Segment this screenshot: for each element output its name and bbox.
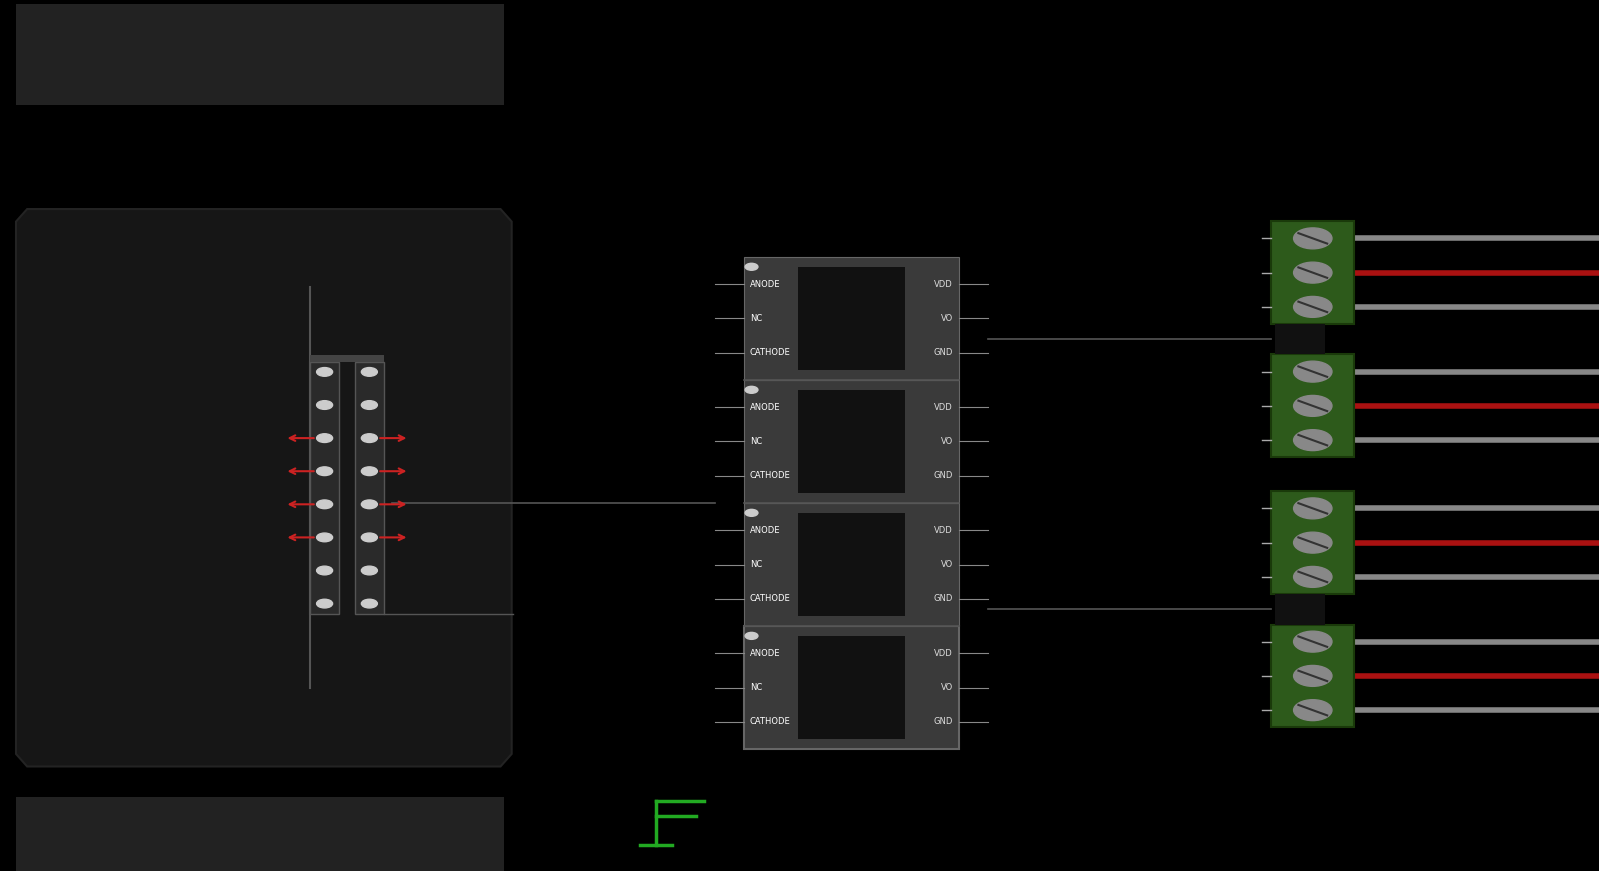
Text: CATHODE: CATHODE	[750, 471, 790, 481]
Text: VDD: VDD	[934, 649, 953, 658]
Circle shape	[317, 533, 333, 542]
Bar	[1271, 354, 1354, 457]
Circle shape	[1294, 699, 1332, 720]
Circle shape	[745, 632, 758, 639]
Bar	[798, 267, 905, 370]
Bar	[1276, 324, 1326, 354]
Text: ANODE: ANODE	[750, 649, 780, 658]
Text: ANODE: ANODE	[750, 402, 780, 411]
Bar	[355, 362, 384, 613]
Text: ANODE: ANODE	[750, 280, 780, 288]
Bar	[798, 390, 905, 493]
Bar	[798, 513, 905, 616]
Text: VDD: VDD	[934, 525, 953, 535]
Circle shape	[745, 510, 758, 517]
Circle shape	[1294, 498, 1332, 519]
Circle shape	[1294, 296, 1332, 317]
Bar	[310, 362, 339, 613]
Text: VDD: VDD	[934, 402, 953, 411]
Bar	[16, 797, 504, 871]
Text: GND: GND	[934, 718, 953, 726]
Text: ANODE: ANODE	[750, 525, 780, 535]
Bar	[310, 355, 384, 362]
Bar	[1271, 625, 1354, 727]
Circle shape	[317, 401, 333, 409]
Circle shape	[317, 599, 333, 608]
Circle shape	[745, 263, 758, 270]
Circle shape	[317, 368, 333, 376]
Text: NC: NC	[750, 560, 763, 569]
Text: CATHODE: CATHODE	[750, 718, 790, 726]
Circle shape	[361, 533, 377, 542]
Bar	[1271, 491, 1354, 594]
Circle shape	[361, 434, 377, 442]
Text: VO: VO	[940, 560, 953, 569]
Bar	[1276, 594, 1326, 625]
Bar	[744, 626, 959, 749]
Bar	[16, 4, 504, 105]
Circle shape	[317, 500, 333, 509]
Circle shape	[1294, 395, 1332, 416]
Polygon shape	[16, 209, 512, 766]
Circle shape	[1294, 429, 1332, 450]
Circle shape	[361, 401, 377, 409]
Bar	[1271, 221, 1354, 324]
Text: VO: VO	[940, 314, 953, 323]
Text: VDD: VDD	[934, 280, 953, 288]
Circle shape	[361, 368, 377, 376]
Text: VO: VO	[940, 437, 953, 446]
Text: GND: GND	[934, 348, 953, 357]
Text: CATHODE: CATHODE	[750, 348, 790, 357]
Bar	[744, 503, 959, 626]
Circle shape	[1294, 566, 1332, 587]
Circle shape	[1294, 665, 1332, 686]
Circle shape	[745, 387, 758, 394]
Circle shape	[317, 467, 333, 476]
Circle shape	[317, 566, 333, 575]
Circle shape	[317, 434, 333, 442]
Circle shape	[1294, 631, 1332, 652]
Bar	[798, 636, 905, 739]
Text: CATHODE: CATHODE	[750, 595, 790, 604]
Bar	[744, 257, 959, 380]
Circle shape	[361, 500, 377, 509]
Text: NC: NC	[750, 314, 763, 323]
Circle shape	[361, 467, 377, 476]
Circle shape	[1294, 228, 1332, 249]
Circle shape	[1294, 361, 1332, 382]
Circle shape	[1294, 532, 1332, 553]
Text: GND: GND	[934, 471, 953, 481]
Text: NC: NC	[750, 683, 763, 692]
Text: NC: NC	[750, 437, 763, 446]
Circle shape	[1294, 262, 1332, 283]
Circle shape	[361, 566, 377, 575]
Text: VO: VO	[940, 683, 953, 692]
Circle shape	[361, 599, 377, 608]
Bar	[744, 380, 959, 503]
Text: GND: GND	[934, 595, 953, 604]
